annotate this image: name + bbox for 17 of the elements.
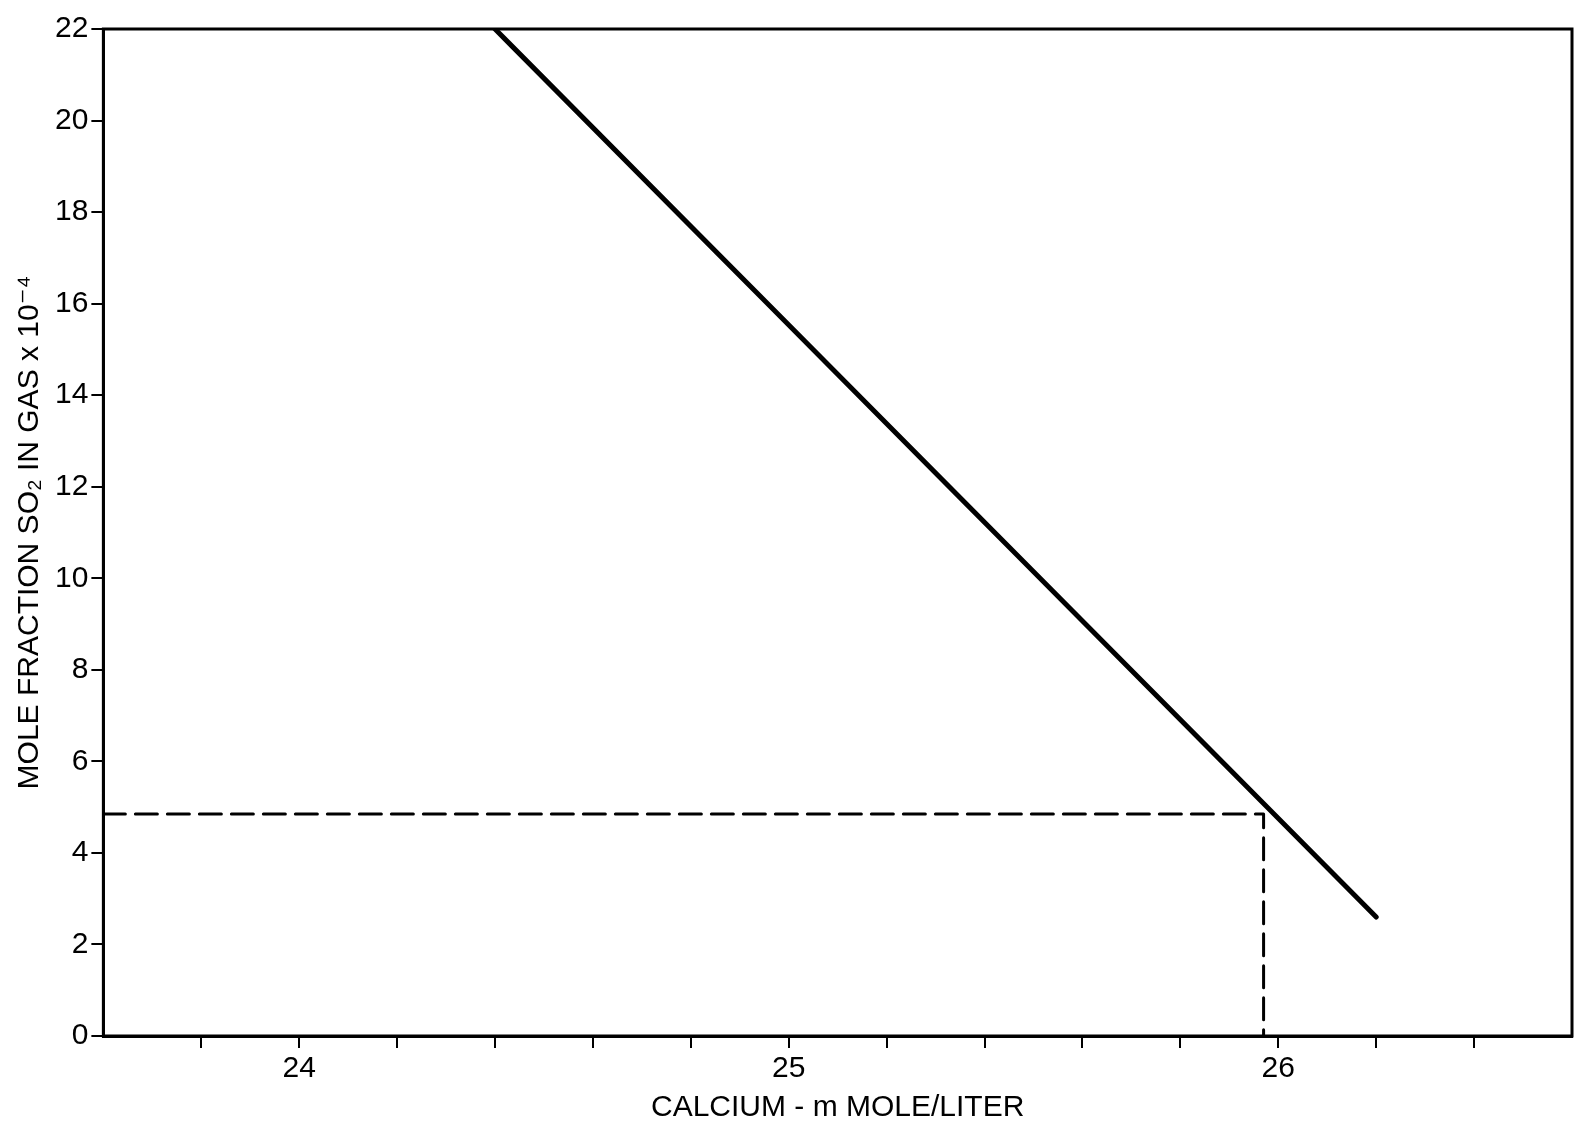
x-tick-label: 26 bbox=[1261, 1050, 1295, 1084]
x-tick-label: 25 bbox=[772, 1050, 806, 1084]
y-tick-label: 8 bbox=[71, 651, 89, 685]
x-tick-label: 24 bbox=[282, 1050, 316, 1084]
y-tick-label: 4 bbox=[71, 834, 89, 868]
y-tick-label: 10 bbox=[54, 559, 89, 593]
y-tick-label: 14 bbox=[54, 376, 89, 410]
y-tick-label: 18 bbox=[54, 193, 89, 227]
y-tick-label: 16 bbox=[54, 284, 89, 318]
y-tick-label: 2 bbox=[71, 925, 89, 959]
y-axis-title: MOLE FRACTION SO₂ IN GAS x 10⁻⁴ bbox=[11, 275, 45, 790]
x-axis-title: CALCIUM - m MOLE/LITER bbox=[651, 1089, 1025, 1123]
y-tick-label: 12 bbox=[54, 467, 89, 501]
y-tick-label: 20 bbox=[54, 101, 89, 135]
y-tick-label: 0 bbox=[71, 1017, 89, 1051]
y-tick-label: 6 bbox=[71, 742, 89, 776]
y-tick-label: 22 bbox=[54, 10, 89, 44]
